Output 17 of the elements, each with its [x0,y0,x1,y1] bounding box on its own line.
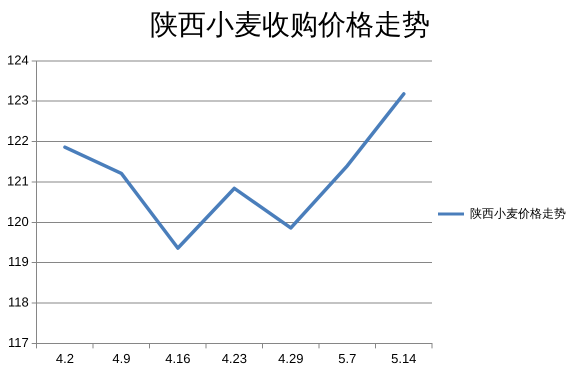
x-tick-label: 4.23 [222,350,247,366]
x-tick-label: 4.2 [56,350,74,366]
legend-label: 陕西小麦价格走势 [470,206,566,220]
y-tick-label: 122 [6,133,29,148]
x-tick-label: 5.7 [338,350,356,366]
y-tick-label: 119 [8,254,29,270]
x-tick-label: 4.29 [278,350,304,366]
chart-title: 陕西小麦收购价格走势 [149,7,431,43]
y-tick-label: 120 [6,214,29,229]
x-tick-label: 5.14 [391,350,416,366]
x-tick-label: 4.16 [165,350,191,366]
y-tick-label: 118 [8,294,29,310]
y-tick-label: 121 [6,173,29,188]
y-tick-label: 124 [6,52,29,68]
y-tick-label: 123 [6,92,29,108]
x-tick-label: 4.9 [112,350,130,366]
y-tick-label: 117 [8,334,29,350]
